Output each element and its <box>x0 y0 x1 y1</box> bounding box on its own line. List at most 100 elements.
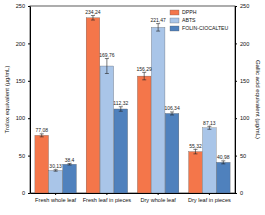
x-tick: Dry whole leaf <box>140 193 176 203</box>
error-bar <box>207 126 211 129</box>
error-cap <box>142 79 146 80</box>
data-label: 234,24 <box>85 9 101 15</box>
bar <box>63 164 77 193</box>
x-tick: Fresh whole leaf <box>35 193 76 203</box>
y-tick: 200 <box>16 41 30 47</box>
y2-tick-mark <box>235 6 237 7</box>
bars <box>35 16 230 193</box>
error-cap <box>91 15 95 16</box>
error-bar <box>221 161 225 164</box>
error-line <box>144 72 145 79</box>
y2-tick-mark <box>235 43 237 44</box>
data-label: 106,34 <box>164 105 180 111</box>
bar <box>100 66 114 193</box>
y2-tick-label: 50 <box>240 153 246 159</box>
y2-tick: 0 <box>235 190 243 196</box>
data-label: 30,13 <box>49 163 62 169</box>
bar <box>203 128 217 193</box>
y2-axis-line <box>235 7 236 194</box>
bar <box>189 152 203 193</box>
bar <box>86 18 100 193</box>
error-bar <box>105 59 109 74</box>
error-bar <box>68 164 72 165</box>
x-tick-label: Fresh leaf in pieces <box>83 197 132 203</box>
y-tick-label: 200 <box>16 41 25 47</box>
legend-label: FOLIN-CIOCALTEU <box>182 25 229 31</box>
error-line <box>195 149 196 153</box>
error-bar <box>142 72 146 79</box>
error-cap <box>68 165 72 166</box>
error-cap <box>156 31 160 32</box>
legend-item: FOLIN-CIOCALTEU <box>170 25 229 31</box>
plot-frame <box>30 6 235 193</box>
x-axis-line <box>31 193 236 194</box>
series <box>35 16 202 193</box>
y2-tick-label: 0 <box>240 190 243 196</box>
x-tick-label: Dry whole leaf <box>140 197 176 203</box>
error-cap <box>68 163 72 164</box>
error-bar <box>119 107 123 111</box>
error-line <box>106 59 107 74</box>
legend-label: ABTS <box>182 17 196 23</box>
error-cap <box>40 133 44 134</box>
y2-axis: 050100150200250 <box>235 3 249 196</box>
error-bar <box>91 16 95 20</box>
bar <box>216 162 230 193</box>
y-axis: 0 50 100 150 200 250 <box>16 3 31 196</box>
series <box>49 24 216 193</box>
y-tick-mark <box>28 156 30 157</box>
error-cap <box>40 136 44 137</box>
y-tick: 0 <box>22 190 30 196</box>
x-tick-label: Dry leaf in pieces <box>188 197 231 203</box>
y-tick-label: 50 <box>19 153 25 159</box>
x-tick-mark <box>106 193 107 195</box>
error-bar <box>170 112 174 115</box>
error-cap <box>193 153 197 154</box>
y2-tick-mark <box>235 118 237 119</box>
data-label: 87,13 <box>203 120 216 126</box>
data-label: 55,32 <box>189 143 202 149</box>
legend-swatch <box>170 26 179 31</box>
error-cap <box>119 111 123 112</box>
error-cap <box>207 129 211 130</box>
y-tick-mark <box>28 81 30 82</box>
y2-tick: 100 <box>235 115 249 121</box>
data-labels: 77,08234,24156,2955,3230,13169,76221,478… <box>35 9 229 169</box>
error-line <box>92 16 93 20</box>
error-cap <box>105 73 109 74</box>
error-line <box>158 24 159 31</box>
data-label: 156,29 <box>137 66 153 72</box>
error-line <box>223 161 224 164</box>
error-line <box>41 134 42 137</box>
y-tick-label: 100 <box>16 115 25 121</box>
x-tick-label: Fresh whole leaf <box>35 197 76 203</box>
bar <box>114 109 128 193</box>
legend-item: DPPH <box>170 9 197 15</box>
y-tick-label: 150 <box>16 78 25 84</box>
y-tick: 250 <box>16 3 30 9</box>
y-tick-mark <box>28 118 30 119</box>
legend: DPPH ABTS FOLIN-CIOCALTEU <box>170 9 229 31</box>
y2-tick-mark <box>235 156 237 157</box>
y2-tick-label: 250 <box>240 3 249 9</box>
bar <box>35 135 49 193</box>
y-axis-title: Trolox equivalent (µg/mL) <box>4 66 10 134</box>
data-label: 112,32 <box>113 100 128 106</box>
y2-tick-label: 150 <box>240 78 249 84</box>
y-tick: 50 <box>19 153 30 159</box>
data-label: 77,08 <box>35 127 48 133</box>
y-axis-line <box>30 7 31 194</box>
y2-tick-mark <box>235 81 237 82</box>
legend-label: DPPH <box>182 9 197 15</box>
error-bar <box>156 24 160 31</box>
error-cap <box>207 126 211 127</box>
y2-tick-mark <box>235 193 237 194</box>
y-tick: 100 <box>16 115 30 121</box>
data-label: 169,76 <box>99 52 115 58</box>
error-cap <box>170 114 174 115</box>
chart: 77,08234,24156,2955,3230,13169,76221,478… <box>0 0 265 215</box>
y-tick-label: 250 <box>16 3 25 9</box>
y2-tick: 150 <box>235 78 249 84</box>
error-line <box>120 107 121 111</box>
legend-swatch <box>170 18 179 23</box>
